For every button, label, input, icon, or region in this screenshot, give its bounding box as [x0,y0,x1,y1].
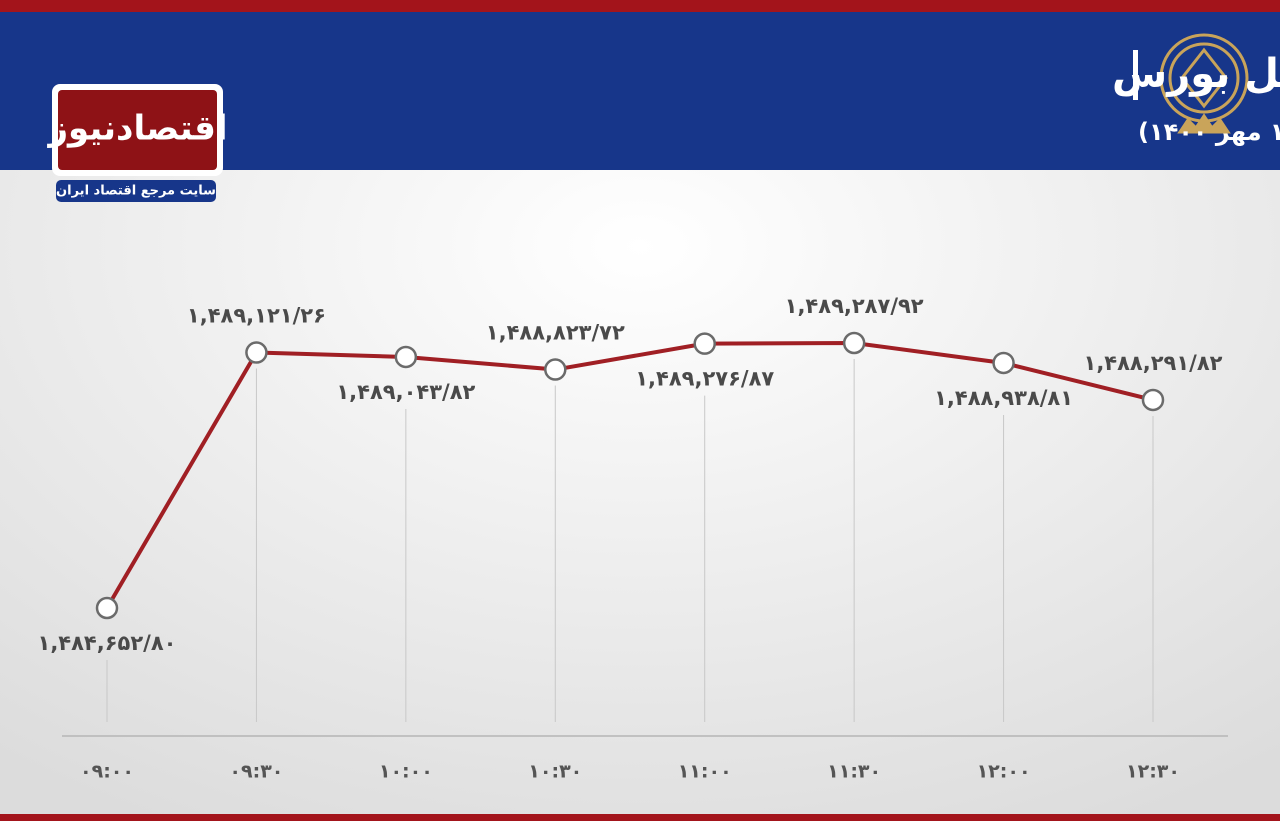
index-line [105,341,1154,610]
value-label: ۱,۴۸۴,۶۵۲/۸۰ [38,631,177,655]
value-label: ۱,۴۸۹,۲۷۶/۸۷ [635,367,774,391]
logo-text: اقتصادنیوز [46,109,227,149]
x-tick-label: ۰۹:۳۰ [229,761,283,783]
point [1141,388,1165,412]
x-tick-label: ۱۲:۰۰ [977,761,1031,783]
x-tick-label: ۱۲:۳۰ [1126,761,1180,783]
point [693,332,716,355]
value-label: ۱,۴۸۹,۱۲۱/۲۶ [187,304,326,328]
value-label: ۱,۴۸۹,۲۸۷/۹۲ [785,294,924,318]
subtitle: (چهارشنبه ۱۴ مهر ۱۴۰۰) [1138,118,1280,146]
value-label: ۱,۴۸۸,۲۹۱/۸۲ [1084,351,1223,375]
x-tick-label: ۱۱:۰۰ [678,761,732,783]
value-label: ۱,۴۸۸,۹۳۸/۸۱ [934,386,1073,410]
value-label: ۱,۴۸۸,۸۲۳/۷۲ [486,321,625,345]
title-separator [1133,50,1138,100]
point [394,345,418,369]
x-tick-label: ۱۰:۳۰ [528,761,582,783]
emblem [1159,33,1249,134]
point [95,596,119,620]
bottom-band [0,814,1280,821]
top-band [0,0,1280,12]
x-tick-label: ۱۰:۰۰ [379,761,433,783]
logo-tagline-box [56,180,216,202]
title: روند شاخص کل بورس [1112,51,1280,97]
logo-inner [58,90,217,170]
value-label: ۱,۴۸۹,۰۴۳/۸۲ [336,380,475,404]
point [992,351,1015,375]
point [842,331,866,355]
x-tick-label: ۰۹:۰۰ [80,761,134,783]
point [544,358,567,381]
point [245,341,268,364]
logo-tagline: سایت مرجع اقتصاد ایران [56,184,216,199]
x-tick-label: ۱۱:۳۰ [827,761,881,783]
